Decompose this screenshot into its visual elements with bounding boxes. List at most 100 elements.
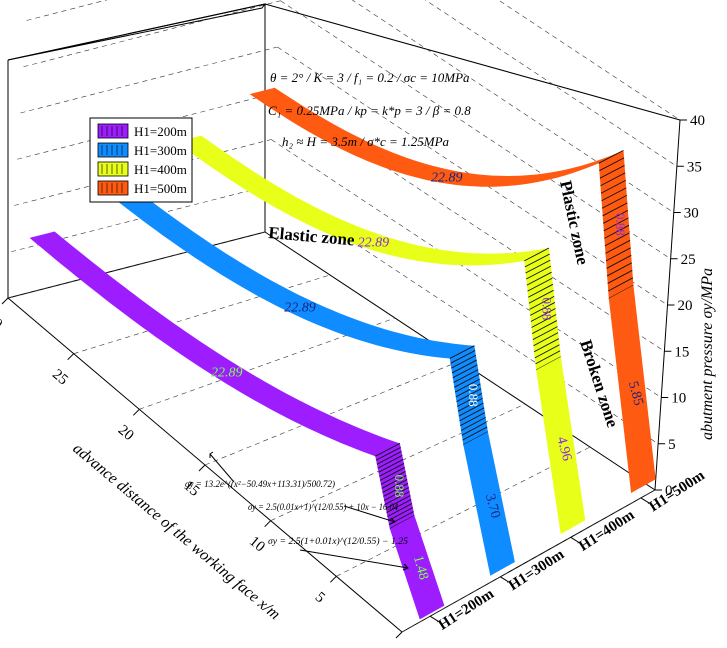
y-tick-label: 15: [674, 344, 689, 360]
plastic-zone-hatch: [455, 383, 481, 398]
plastic-zone-hatch: [387, 507, 414, 522]
plastic-zone-hatch: [457, 397, 483, 412]
plastic-zone-hatch: [383, 487, 409, 501]
x-tick-label: 5: [312, 589, 328, 606]
plastic-zone-hatch: [529, 295, 555, 310]
plastic-zone-hatch: [524, 253, 550, 268]
plastic-zone-hatch: [600, 172, 626, 187]
plastic-zone-hatch: [533, 338, 560, 353]
plastic-zone-hatch: [450, 350, 476, 364]
param-line-2: C₁ = 0.25MPa / kp = k*p = 3 / β = 0.8: [268, 103, 471, 118]
plastic-zone-hatch: [526, 265, 552, 280]
broken-value-label: 1.48: [410, 554, 431, 582]
x-tick-label: 10: [246, 533, 268, 555]
equation-3: σy = 2.5(1+0.01x)^(12/0.55) − 1.25: [268, 536, 409, 546]
plastic-zone-hatch: [382, 479, 408, 493]
x-tick-mark: [395, 631, 403, 639]
plastic-zone-hatch: [453, 369, 479, 383]
legend-label: H1=200m: [134, 124, 187, 139]
equation-annotations: σy = 13.2e^((x²−50.49x+113.31)/500.72) σ…: [185, 451, 409, 571]
series-ribbon-H1-500m: 22.89 0.88 5.85: [249, 87, 656, 493]
category-tick-mark: [570, 536, 579, 543]
broken-zone-surface: [536, 356, 586, 535]
equation-2: σy = 2.5(0.01x+1)^(12/0.55) + 10x − 16.0…: [248, 502, 398, 512]
ribbons: 22.890.885.8522.890.884.9622.890.883.702…: [29, 87, 656, 620]
broken-value-label: 5.85: [625, 380, 646, 408]
elastic-peak-label: 22.89: [211, 365, 243, 380]
plastic-zone-hatch: [532, 326, 558, 341]
plastic-zone-hatch: [604, 232, 630, 247]
y-axis-title: abutment pressure σy/MPa: [699, 268, 716, 440]
category-tick-label: H1=400m: [576, 507, 638, 555]
series-ribbon-H1-400m: 22.89 0.88 4.96: [176, 135, 586, 535]
plastic-zone-hatch: [528, 283, 554, 298]
y-tick-label: 5: [668, 437, 676, 453]
category-tick-mark: [500, 576, 509, 583]
plastic-value-label: 0.88: [613, 213, 628, 236]
parameter-block: θ = 2° / K = 3 / f₁ = 0.2 / σc = 10MPa C…: [268, 70, 471, 149]
param-line-3: h₂ ≈ H = 3.5m / σ*c = 1.25MPa: [282, 134, 450, 149]
plastic-zone-hatch: [524, 247, 550, 262]
plastic-zone-hatch: [603, 217, 629, 232]
elastic-peak-label: 22.89: [358, 236, 390, 251]
plastic-zone-label: Plastic zone: [556, 179, 592, 267]
plastic-zone-hatch: [605, 247, 631, 262]
plastic-zone-hatch: [531, 320, 558, 334]
plastic-zone-hatch: [377, 455, 403, 469]
plastic-zone-hatch: [454, 378, 480, 393]
plastic-zone-hatch: [525, 259, 551, 274]
plastic-zone-hatch: [530, 302, 556, 316]
elastic-zone-surface: [249, 87, 624, 187]
category-tick-label: H1=200m: [436, 586, 498, 634]
plastic-zone-hatch: [531, 314, 557, 328]
plastic-zone-hatch: [451, 359, 477, 374]
category-tick-mark: [429, 615, 439, 622]
y-tick-label: 10: [671, 391, 686, 407]
plastic-zone-hatch: [603, 209, 629, 224]
plastic-zone-hatch: [451, 354, 477, 369]
plastic-zone-hatch: [386, 499, 412, 513]
legend-label: H1=500m: [134, 181, 187, 196]
y-axis-ticks: 0 5 10 15 20 25 30 35 40: [655, 113, 705, 499]
legend-label: H1=400m: [134, 162, 187, 177]
plastic-zone-hatch: [535, 350, 561, 365]
plastic-zone-hatch: [608, 277, 634, 292]
plastic-zone-hatch: [601, 194, 627, 209]
plastic-zone-hatch: [600, 179, 626, 194]
broken-zone-surface: [389, 515, 445, 620]
plastic-zone-hatch: [605, 239, 631, 254]
plastic-zone-hatch: [598, 149, 624, 164]
plastic-zone-hatch: [461, 421, 487, 436]
y-tick-label: 20: [678, 298, 693, 314]
x-tick-mark: [67, 353, 75, 361]
elastic-zone-surface: [176, 135, 549, 266]
plastic-zone-hatch: [527, 277, 553, 292]
plastic-zone-hatch: [379, 463, 405, 477]
x-tick-label: 30: [0, 311, 5, 333]
x-axis-title: advance distance of the working face x/m: [69, 440, 283, 623]
plastic-zone-hatch: [599, 164, 625, 179]
param-line-1: θ = 2° / K = 3 / f₁ = 0.2 / σc = 10MPa: [270, 70, 470, 85]
plastic-zone-hatch: [376, 451, 402, 465]
legend-label: H1=300m: [134, 143, 187, 158]
plastic-zone-hatch: [456, 388, 482, 403]
broken-zone-surface: [608, 285, 656, 493]
plastic-zone-hatch: [528, 289, 554, 304]
y-tick-label: 35: [687, 159, 702, 175]
x-tick-mark: [132, 408, 140, 416]
x-tick-mark: [264, 520, 272, 528]
plastic-value-label: 0.88: [466, 384, 481, 407]
plastic-zone-hatch: [387, 503, 413, 517]
x-tick-mark: [329, 575, 337, 583]
category-tick-mark: [640, 497, 650, 504]
plastic-zone-hatch: [375, 446, 401, 461]
plastic-zone-hatch: [530, 308, 556, 322]
legend-swatch: [97, 123, 129, 139]
legend-swatch: [97, 142, 129, 158]
plastic-zone-hatch: [526, 271, 552, 286]
broken-zone-surface: [463, 431, 515, 576]
plastic-value-label: 0.88: [540, 298, 555, 321]
plastic-zone-hatch: [602, 202, 628, 217]
